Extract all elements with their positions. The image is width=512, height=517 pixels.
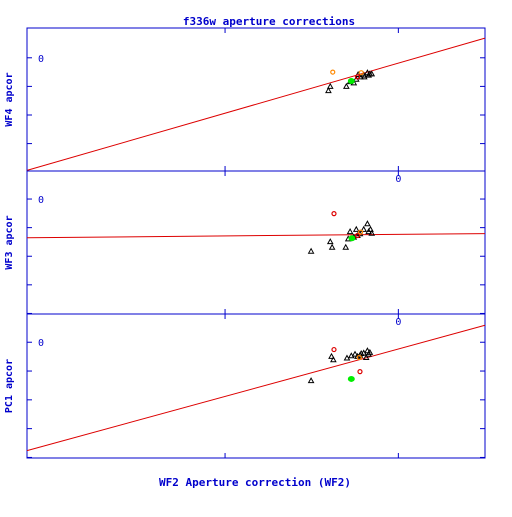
data-point-blob	[348, 235, 356, 242]
data-point-blob	[347, 78, 355, 85]
data-point-triangle	[342, 243, 350, 250]
data-point-triangle	[357, 349, 365, 357]
data-point-triangle	[368, 70, 376, 77]
fit-line	[26, 233, 486, 239]
chart-title: f336w aperture corrections	[183, 15, 355, 28]
data-point-triangle	[343, 354, 351, 361]
data-point-triangle	[330, 356, 337, 363]
data-point-circle	[331, 346, 337, 353]
data-point-triangle	[368, 229, 376, 236]
data-point-triangle	[366, 348, 374, 355]
series-blob	[347, 375, 355, 382]
y-axis-label: WF4 apcor	[4, 72, 15, 126]
data-point-circle	[354, 232, 361, 239]
data-point-triangle	[307, 377, 315, 384]
data-point-triangle	[367, 225, 374, 232]
data-point-triangle	[328, 243, 336, 250]
data-point-triangle	[325, 87, 332, 94]
series-circle	[357, 229, 364, 235]
data-point-triangle	[326, 238, 334, 245]
series-triangle	[307, 347, 374, 384]
data-point-triangle	[346, 228, 354, 235]
data-point-circle	[357, 369, 363, 375]
data-point-circle	[330, 69, 336, 75]
axis-ticks-wf3	[27, 171, 485, 314]
data-point-triangle	[326, 82, 334, 89]
fit-line	[26, 324, 486, 452]
data-point-triangle	[364, 347, 371, 354]
data-point-circle	[354, 74, 361, 80]
data-point-triangle	[360, 225, 368, 232]
x-tick-label: 0	[395, 317, 401, 328]
y-tick-label: 0	[38, 54, 44, 65]
panel-wf3: 0 0 WF3 apcor	[4, 170, 486, 315]
x-tick-label: 0	[395, 174, 401, 185]
series-circle	[331, 211, 361, 239]
series-blob	[347, 78, 355, 85]
x-axis-label: WF2 Aperture correction (WF2)	[159, 476, 351, 489]
data-point-circle	[358, 70, 364, 76]
axis-ticks-pc1	[27, 314, 485, 458]
data-point-circle	[331, 211, 337, 217]
data-point-circle	[357, 229, 364, 235]
series-circle	[354, 74, 361, 80]
data-point-triangle	[352, 225, 360, 232]
series-circle	[356, 354, 362, 361]
y-tick-label: 0	[38, 195, 44, 206]
axis-ticks-wf4	[27, 28, 485, 171]
data-point-triangle	[351, 350, 359, 357]
y-tick-label: 0	[38, 338, 44, 349]
data-point-blob	[347, 375, 355, 382]
y-axis-label: WF3 apcor	[4, 215, 15, 269]
series-circle	[330, 69, 364, 76]
data-point-triangle	[364, 220, 371, 227]
series-circle	[331, 346, 363, 375]
y-axis-label: PC1 apcor	[4, 359, 15, 413]
fit-line	[26, 37, 486, 171]
series-blob	[348, 235, 356, 242]
data-point-circle	[356, 354, 362, 361]
data-point-triangle	[362, 353, 370, 360]
panel-pc1: 0 0 PC1 apcor	[4, 313, 486, 459]
chart-panels: 0 WF4 apcor 0 0 WF3 apcor 0 0 PC1 apcor	[4, 27, 486, 459]
data-point-triangle	[307, 247, 315, 254]
data-point-triangle	[328, 352, 335, 359]
data-point-triangle	[343, 82, 350, 89]
panel-frame-pc1	[26, 313, 486, 459]
